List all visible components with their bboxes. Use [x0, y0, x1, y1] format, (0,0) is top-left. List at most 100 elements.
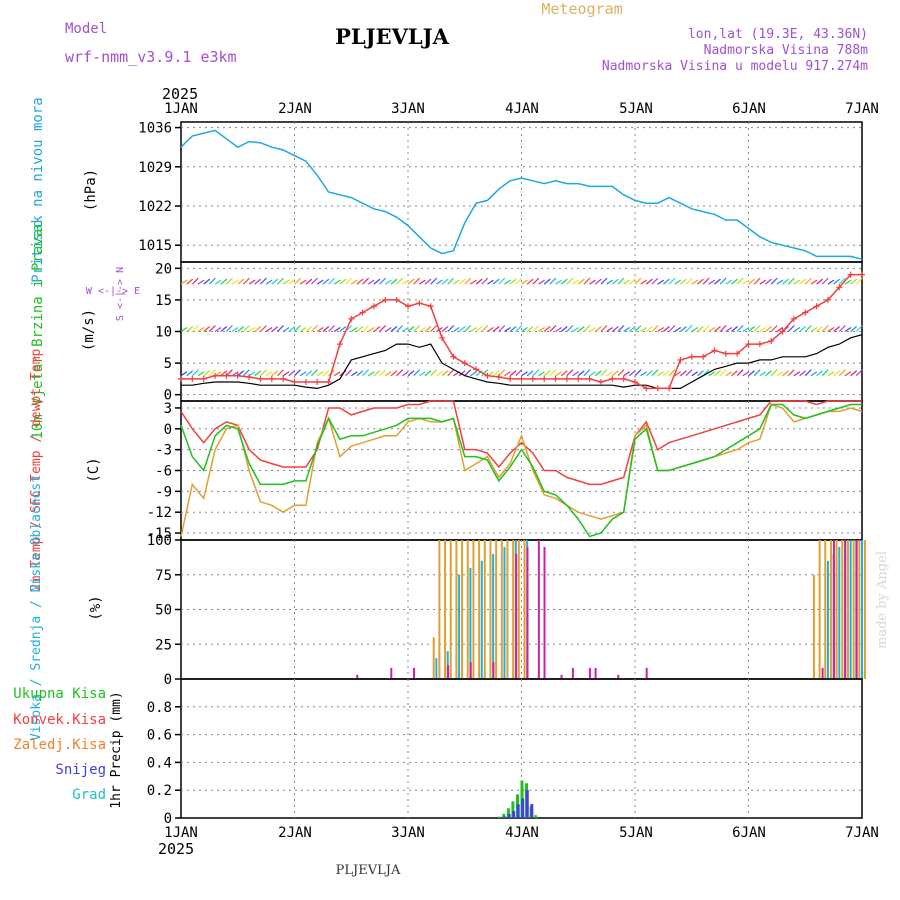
- data-bar: [438, 540, 441, 679]
- pressure-unit-label: (hPa): [83, 169, 99, 211]
- wind-barb: [674, 279, 682, 285]
- data-bar: [855, 540, 858, 679]
- wind-barb: [504, 279, 511, 285]
- wind-barb: [651, 325, 659, 332]
- data-bar: [497, 816, 501, 818]
- bottom-year-label: 2025: [158, 840, 194, 858]
- temp-title: 2m Temp / SFC Temp / dewpt Temp: [29, 349, 44, 592]
- wind-barb: [657, 279, 665, 285]
- wind-barb: [453, 327, 460, 332]
- data-bar: [517, 540, 520, 679]
- wind-barb: [606, 279, 613, 285]
- wind-barb: [833, 326, 841, 332]
- wind-barb: [186, 326, 194, 332]
- wind-barb: [487, 327, 494, 332]
- y-tick-label: 10: [155, 325, 172, 341]
- wind-barb: [572, 371, 579, 377]
- gust-marker: [257, 375, 264, 382]
- wind-barb: [855, 277, 863, 285]
- wind-barb: [521, 327, 528, 332]
- gust-marker: [609, 375, 616, 382]
- wind-barb: [680, 370, 687, 377]
- series-line: [181, 334, 863, 390]
- wind-barb: [203, 326, 211, 332]
- wind-barb: [623, 371, 630, 377]
- wind-barb: [748, 326, 755, 332]
- wind-barb: [742, 279, 750, 285]
- y-tick-label: 5: [164, 356, 172, 372]
- wind-barb: [594, 278, 602, 285]
- wind-title: 10m Vjetar Brzina i Pravac: [30, 220, 46, 439]
- wind-barb: [566, 369, 574, 377]
- wind-barb: [680, 326, 687, 332]
- data-bar: [390, 667, 393, 679]
- wind-barb: [265, 371, 273, 377]
- wind-barb: [719, 277, 727, 285]
- wind-barb: [470, 327, 477, 332]
- wind-barb: [645, 326, 653, 332]
- data-bar: [469, 662, 472, 679]
- wind-barb: [725, 371, 733, 377]
- wind-barb: [316, 279, 324, 285]
- y-tick-label: -9: [155, 484, 172, 500]
- data-bar: [356, 674, 359, 679]
- station-title: PLJEVLJA: [335, 24, 449, 49]
- model-name: wrf-nmm_v3.9.1 e3km: [65, 48, 237, 66]
- data-bar: [521, 798, 525, 818]
- y-tick-label: 0.8: [147, 700, 172, 716]
- wind-barb: [441, 370, 449, 377]
- wind-barb: [577, 370, 585, 377]
- data-bar: [534, 815, 538, 818]
- wind-barb: [714, 370, 721, 377]
- data-bar: [500, 540, 503, 679]
- y-tick-label: -3: [155, 443, 172, 459]
- wind-barb: [430, 369, 438, 377]
- data-bar: [812, 574, 815, 679]
- wind-barb: [719, 325, 727, 332]
- wind-barb: [379, 277, 387, 285]
- top-tick-4jan: 4JAN: [505, 101, 539, 117]
- wind-barb: [668, 369, 676, 377]
- wind-barb: [685, 369, 693, 377]
- wind-barb: [345, 369, 352, 377]
- bottom-tick-3jan: 3JAN: [391, 825, 425, 841]
- wind-barb: [526, 278, 534, 285]
- wind-barb: [697, 326, 704, 332]
- wind-barb: [453, 279, 460, 285]
- wind-barb: [799, 326, 806, 332]
- top-tick-3jan: 3JAN: [391, 101, 425, 117]
- wind-barb: [197, 279, 205, 285]
- wind-barb: [362, 369, 370, 377]
- wind-barb: [197, 371, 205, 377]
- wind-barb: [282, 279, 290, 285]
- wind-barb: [407, 370, 415, 377]
- wind-barb: [753, 277, 761, 285]
- wind-barb: [180, 279, 188, 285]
- data-bar: [461, 540, 464, 679]
- data-bar: [495, 540, 498, 679]
- wind-barb: [617, 369, 625, 377]
- wind-barb: [441, 326, 449, 332]
- top-tick-5jan: 5JAN: [619, 101, 653, 117]
- gust-marker: [552, 375, 559, 382]
- wind-barb: [691, 371, 699, 377]
- wind-barb: [759, 371, 767, 377]
- wind-barb: [583, 325, 591, 332]
- wind-barb: [674, 371, 682, 377]
- wind-barb: [833, 278, 841, 285]
- gust-marker: [359, 309, 366, 316]
- wind-barb: [214, 327, 222, 332]
- wind-barb: [248, 371, 256, 377]
- data-bar: [526, 546, 529, 679]
- wind-barb: [413, 325, 421, 332]
- wind-unit-label: (m/s): [81, 309, 97, 351]
- gust-marker: [495, 373, 502, 380]
- wind-barb: [634, 325, 642, 332]
- wind-barb: [600, 369, 608, 377]
- data-bar: [511, 801, 515, 818]
- gust-marker: [836, 284, 843, 291]
- wind-barb: [436, 279, 443, 285]
- wind-barb: [237, 278, 245, 285]
- wind-barb: [464, 369, 472, 377]
